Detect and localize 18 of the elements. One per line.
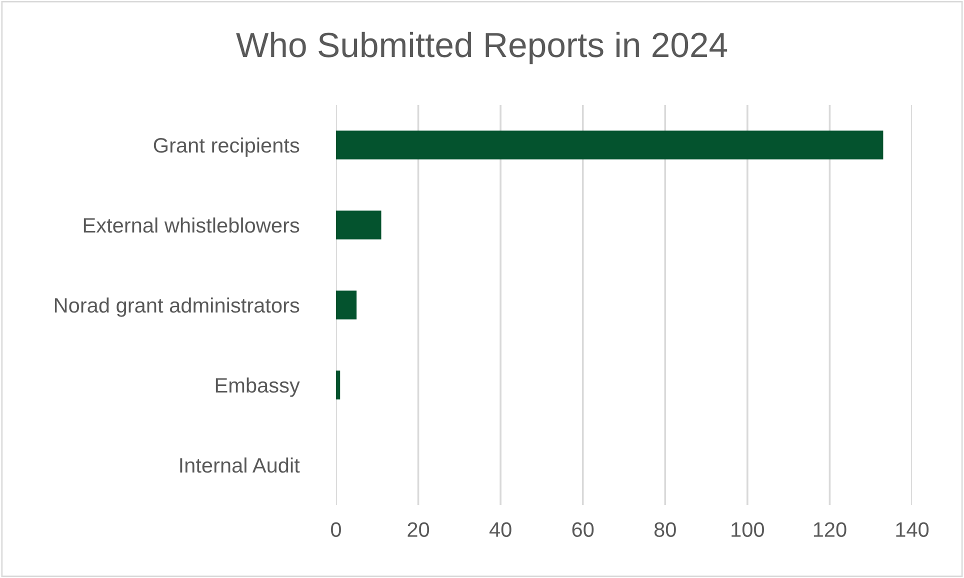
x-tick-label: 40 <box>489 522 512 537</box>
chart-title: Who Submitted Reports in 2024 <box>236 32 728 64</box>
y-tick-label: Norad grant administrators <box>54 297 300 317</box>
x-tick-label: 100 <box>732 522 764 537</box>
y-tick-label: External whistleblowers <box>84 217 300 233</box>
bar <box>336 290 357 320</box>
y-tick-label: Internal Audit <box>180 457 300 473</box>
x-tick-label: 120 <box>814 522 846 537</box>
bar <box>336 370 340 400</box>
x-tick-label: 60 <box>572 522 594 537</box>
x-tick-label: 20 <box>408 522 430 537</box>
y-tick-label: Grant recipients <box>154 137 300 157</box>
bar <box>336 130 884 160</box>
y-tick-label: Embassy <box>216 377 300 397</box>
bar <box>336 210 382 240</box>
x-tick-label: 0 <box>331 522 341 537</box>
x-tick-label: 80 <box>654 522 676 537</box>
x-tick-label: 140 <box>896 522 929 537</box>
